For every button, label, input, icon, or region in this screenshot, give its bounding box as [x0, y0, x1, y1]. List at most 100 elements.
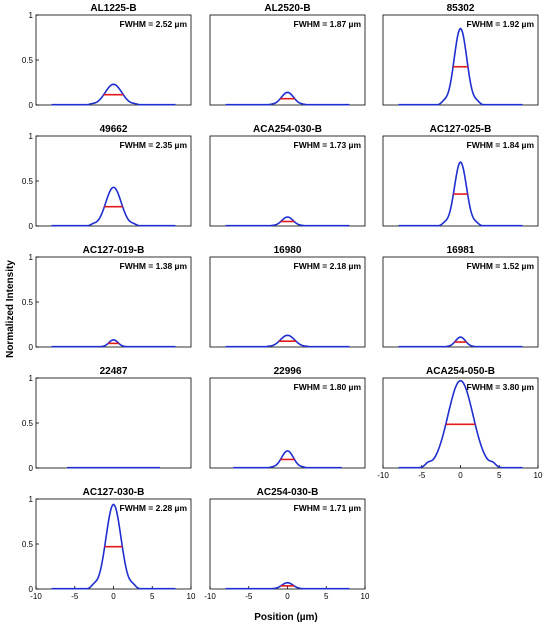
x-tick-label: -10: [204, 592, 216, 601]
y-tick-label: 0: [29, 222, 34, 231]
intensity-curve: [225, 581, 350, 590]
x-tick-label: 10: [534, 471, 543, 480]
panel-title: 16981: [447, 245, 475, 256]
panel-title: 49662: [100, 124, 128, 135]
intensity-curve: [398, 161, 523, 227]
panel-frame: [382, 135, 539, 227]
y-tick-label: 0: [29, 585, 34, 594]
panel-frame: [209, 14, 366, 106]
panel-1: AL1225-B FWHM = 2.52 µm 0 0.5 1: [22, 3, 192, 110]
panel-frame: [382, 14, 539, 106]
fwhm-annotation: FWHM = 1.38 µm: [120, 261, 188, 271]
fwhm-annotation: FWHM = 2.28 µm: [120, 503, 188, 513]
y-tick-label: 0.5: [22, 177, 34, 186]
x-tick-label: 0: [285, 592, 290, 601]
intensity-curve: [51, 503, 176, 590]
fwhm-annotation: FWHM = 3.80 µm: [467, 382, 535, 392]
panel-6: AC127-025-B FWHM = 1.84 µm: [382, 124, 539, 227]
panel-14: AC254-030-B FWHM = 1.71 µm -10 -5 0 5 10: [204, 487, 370, 601]
panel-frame: [209, 498, 366, 590]
panel-title: 22996: [274, 366, 302, 377]
panel-title: AC127-030-B: [83, 487, 145, 498]
fwhm-annotation: FWHM = 2.18 µm: [294, 261, 362, 271]
panel-frame: [35, 256, 192, 348]
panel-title: AC254-030-B: [257, 487, 319, 498]
x-tick-label: 0: [111, 592, 116, 601]
panel-title: 85302: [447, 3, 475, 14]
intensity-curve: [233, 450, 342, 469]
panel-frame: [382, 377, 539, 469]
panel-title: AC127-019-B: [83, 245, 145, 256]
x-tick-label: -10: [30, 592, 42, 601]
y-tick-label: 0.5: [22, 419, 34, 428]
fwhm-annotation: FWHM = 1.73 µm: [294, 140, 362, 150]
y-tick-label: 1: [29, 132, 34, 141]
panels: AL1225-B FWHM = 2.52 µm 0 0.5 1 AL2520-B FWHM …: [22, 3, 543, 601]
panel-10: 22487 0 0.5 1: [22, 366, 192, 473]
intensity-curve: [398, 379, 523, 469]
panel-title: AC127-025-B: [430, 124, 492, 135]
panel-7: AC127-019-B FWHM = 1.38 µm 0 0.5 1: [22, 245, 192, 352]
y-tick-label: 1: [29, 374, 34, 383]
y-tick-label: 1: [29, 495, 34, 504]
x-tick-label: -10: [377, 471, 389, 480]
panel-3: 85302 FWHM = 1.92 µm: [382, 3, 539, 106]
y-tick-label: 1: [29, 253, 34, 262]
panel-title: ACA254-050-B: [426, 366, 495, 377]
x-tick-label: -5: [71, 592, 79, 601]
intensity-curve: [225, 216, 350, 227]
panel-frame: [35, 377, 192, 469]
panel-title: ACA254-030-B: [253, 124, 322, 135]
intensity-curve: [398, 336, 523, 348]
panel-frame: [382, 256, 539, 348]
panel-8: 16980 FWHM = 2.18 µm: [209, 245, 366, 348]
panel-frame: [35, 498, 192, 590]
x-tick-label: -5: [245, 592, 253, 601]
panel-5: ACA254-030-B FWHM = 1.73 µm: [209, 124, 366, 227]
fwhm-annotation: FWHM = 1.84 µm: [467, 140, 535, 150]
intensity-curve: [51, 83, 176, 106]
panel-4: 49662 FWHM = 2.35 µm 0 0.5 1: [22, 124, 192, 231]
intensity-curve: [398, 27, 523, 106]
y-tick-label: 0: [29, 464, 34, 473]
panel-title: 22487: [100, 366, 128, 377]
x-tick-label: -5: [418, 471, 426, 480]
intensity-curve: [51, 338, 176, 348]
panel-11: 22996 FWHM = 1.80 µm: [209, 366, 366, 469]
y-tick-label: 0: [29, 343, 34, 352]
x-tick-label: 10: [187, 592, 196, 601]
y-tick-label: 0: [29, 101, 34, 110]
intensity-curve: [225, 334, 350, 348]
panel-frame: [209, 377, 366, 469]
fwhm-annotation: FWHM = 1.52 µm: [467, 261, 535, 271]
fwhm-annotation: FWHM = 1.71 µm: [294, 503, 362, 513]
x-axis-label: Position (µm): [254, 612, 318, 623]
fwhm-annotation: FWHM = 1.92 µm: [467, 19, 535, 29]
x-tick-label: 5: [150, 592, 155, 601]
panel-title: 16980: [274, 245, 302, 256]
fwhm-annotation: FWHM = 2.52 µm: [120, 19, 188, 29]
panel-12: ACA254-050-B FWHM = 3.80 µm -10 -5 0 5 10: [377, 366, 543, 480]
y-axis-label: Normalized Intensity: [5, 260, 16, 358]
y-tick-label: 0.5: [22, 56, 34, 65]
x-tick-label: 5: [324, 592, 329, 601]
panel-frame: [35, 135, 192, 227]
x-tick-label: 10: [361, 592, 370, 601]
panel-13: AC127-030-B FWHM = 2.28 µm 0 0.5 1 -10 -5 0 5 10: [22, 487, 196, 601]
fwhm-annotation: FWHM = 1.87 µm: [294, 19, 362, 29]
panel-frame: [209, 256, 366, 348]
x-tick-label: 0: [458, 471, 463, 480]
y-tick-label: 0.5: [22, 540, 34, 549]
panel-frame: [35, 14, 192, 106]
intensity-curve: [51, 186, 176, 227]
fwhm-annotation: FWHM = 2.35 µm: [120, 140, 188, 150]
fwhm-annotation: FWHM = 1.80 µm: [294, 382, 362, 392]
x-tick-label: 5: [497, 471, 502, 480]
y-tick-label: 1: [29, 11, 34, 20]
panel-2: AL2520-B FWHM = 1.87 µm: [209, 3, 366, 106]
y-tick-label: 0.5: [22, 298, 34, 307]
panel-9: 16981 FWHM = 1.52 µm: [382, 245, 539, 348]
panel-title: AL2520-B: [264, 3, 310, 14]
panel-title: AL1225-B: [90, 3, 136, 14]
